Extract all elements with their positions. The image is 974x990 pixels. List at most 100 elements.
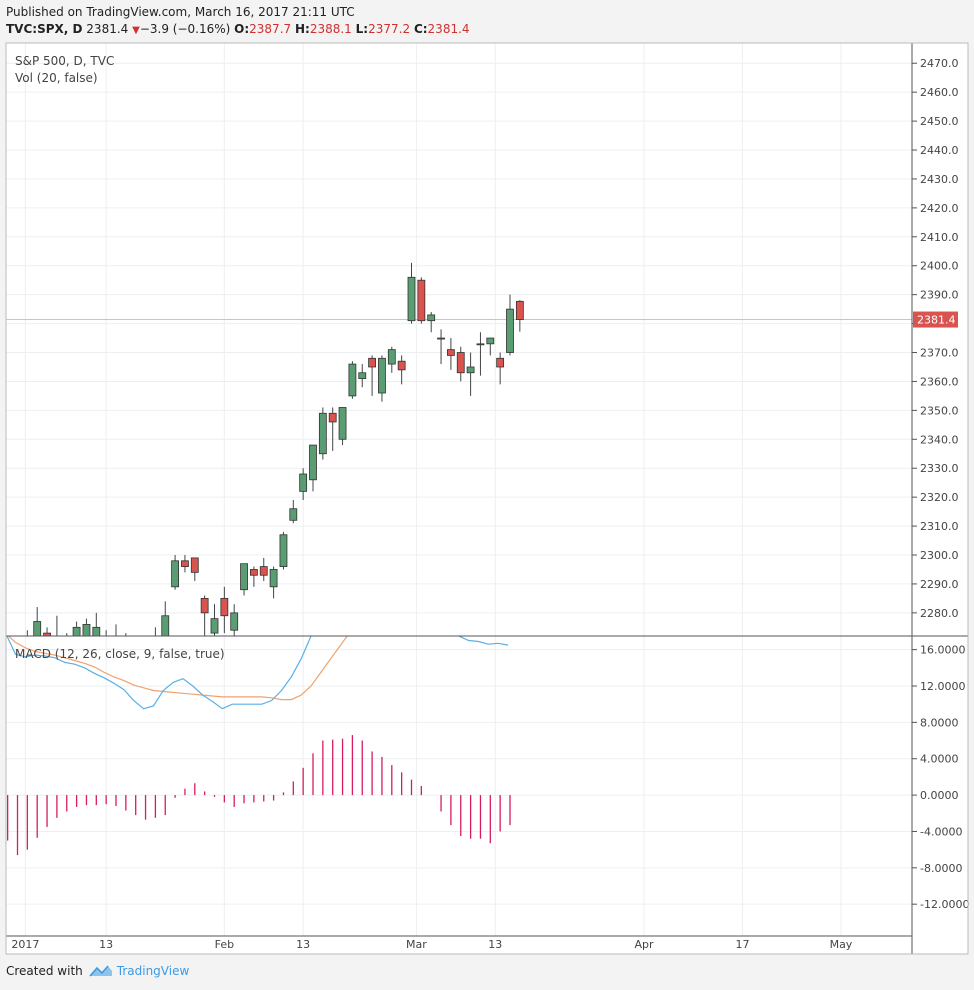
symbol-ohlc-line: TVC:SPX, D 2381.4 ▼−3.9 (−0.16%) O:2387.…	[6, 22, 470, 36]
price-tick-label: 2360.0	[920, 375, 959, 388]
candle-down	[200, 597, 209, 614]
candle-up	[338, 407, 347, 440]
candle-up	[309, 444, 317, 481]
x-tick-label: Apr	[634, 938, 654, 951]
candle-down	[496, 357, 505, 368]
high-value: 2388.1	[309, 22, 352, 36]
price-tick-label: 2470.0	[920, 57, 959, 70]
price-tick-label: 2390.0	[920, 289, 959, 302]
candle-up	[387, 349, 396, 365]
price-tick-label: 2350.0	[920, 404, 959, 417]
candle-up	[299, 473, 308, 492]
price-tick-label: 2400.0	[920, 260, 959, 273]
down-triangle-icon: ▼	[132, 25, 140, 36]
price-tick-label: 2460.0	[920, 86, 959, 99]
candle-up	[378, 357, 386, 394]
open-label: O:	[234, 22, 250, 36]
signal-line	[7, 636, 348, 701]
tradingview-brand[interactable]: TradingView	[89, 964, 189, 978]
candle-down	[220, 597, 229, 617]
x-tick-label: Feb	[215, 938, 234, 951]
change-value: −3.9 (−0.16%)	[139, 22, 231, 36]
open-value: 2387.7	[249, 22, 292, 36]
candle-up	[407, 276, 416, 322]
price-tick-label: 2290.0	[920, 578, 959, 591]
footer: Created with TradingView	[6, 964, 189, 978]
price-tick-label: 2430.0	[920, 173, 959, 186]
candle-down	[259, 566, 268, 576]
last-price-badge	[913, 311, 958, 328]
last-price: 2381.4	[86, 22, 129, 36]
candle-down	[456, 352, 465, 374]
candle-up	[466, 366, 475, 374]
candle-up	[486, 337, 495, 345]
price-tick-label: 2410.0	[920, 231, 959, 244]
x-tick-label: Mar	[406, 938, 427, 951]
candle-down	[397, 360, 406, 371]
macd-tick-label: 8.0000	[920, 716, 959, 729]
high-label: H:	[294, 22, 310, 36]
macd-pane-title: MACD (12, 26, close, 9, false, true)	[15, 647, 225, 661]
price-tick-label: 2340.0	[920, 433, 959, 446]
macd-tick-label: -4.0000	[920, 825, 962, 838]
candle-up	[82, 624, 91, 636]
candle-up	[476, 343, 485, 346]
macd-tick-label: -8.0000	[920, 862, 962, 875]
candle-up	[230, 612, 239, 631]
volume-legend: Vol (20, false)	[15, 71, 98, 85]
price-tick-label: 2420.0	[920, 202, 959, 215]
published-line: Published on TradingView.com, March 16, …	[6, 5, 355, 19]
price-tick-label: 2310.0	[920, 520, 959, 533]
close-value: 2381.4	[427, 22, 470, 36]
candle-down	[190, 557, 199, 573]
x-tick-label: 13	[99, 938, 113, 951]
price-tick-label: 2370.0	[920, 347, 959, 360]
main-pane-title: S&P 500, D, TVC	[15, 54, 114, 68]
candle-down	[446, 349, 455, 356]
chart-frame	[5, 42, 969, 955]
macd-tick-label: 12.0000	[920, 680, 966, 693]
x-tick-label: 13	[488, 938, 502, 951]
x-tick-label: May	[830, 938, 853, 951]
macd-tick-label: -12.0000	[920, 898, 969, 911]
candle-up	[72, 626, 81, 636]
candle-up	[437, 337, 445, 340]
tradingview-logo-icon	[89, 965, 112, 977]
macd-tick-label: 4.0000	[920, 753, 959, 766]
candle-down	[368, 357, 377, 368]
macd-tick-label: 16.0000	[920, 644, 966, 657]
macd-tick-label: 0.0000	[920, 789, 959, 802]
time-axis-background	[6, 936, 912, 954]
price-tick-label: 2440.0	[920, 144, 959, 157]
x-tick-label: 13	[296, 938, 310, 951]
candle-up	[240, 563, 248, 591]
x-tick-label: 17	[735, 938, 749, 951]
candle-down	[181, 560, 189, 567]
candle-down	[328, 412, 337, 423]
candle-up	[318, 412, 327, 455]
price-tick-label: 2320.0	[920, 491, 959, 504]
low-value: 2377.2	[368, 22, 411, 36]
candle-down	[417, 279, 426, 322]
price-tick-label: 2300.0	[920, 549, 959, 562]
candle-up	[289, 508, 298, 521]
candle-up	[427, 314, 436, 322]
candle-down	[249, 569, 258, 576]
plot-background	[6, 43, 912, 936]
price-axis-background	[912, 43, 968, 954]
macd-line	[6, 636, 509, 710]
close-label: C:	[413, 22, 428, 36]
candle-down	[43, 632, 51, 636]
candle-up	[210, 618, 219, 634]
candle-up	[92, 626, 101, 636]
candle-up	[279, 534, 288, 567]
x-tick-label: 2017	[11, 938, 39, 951]
low-label: L:	[355, 22, 369, 36]
price-tick-label: 2280.0	[920, 607, 959, 620]
price-tick-label: 2330.0	[920, 462, 959, 475]
symbol-label: TVC:SPX, D	[6, 22, 83, 36]
candle-down	[515, 300, 524, 320]
candle-up	[358, 372, 367, 379]
candle-up	[161, 615, 170, 636]
